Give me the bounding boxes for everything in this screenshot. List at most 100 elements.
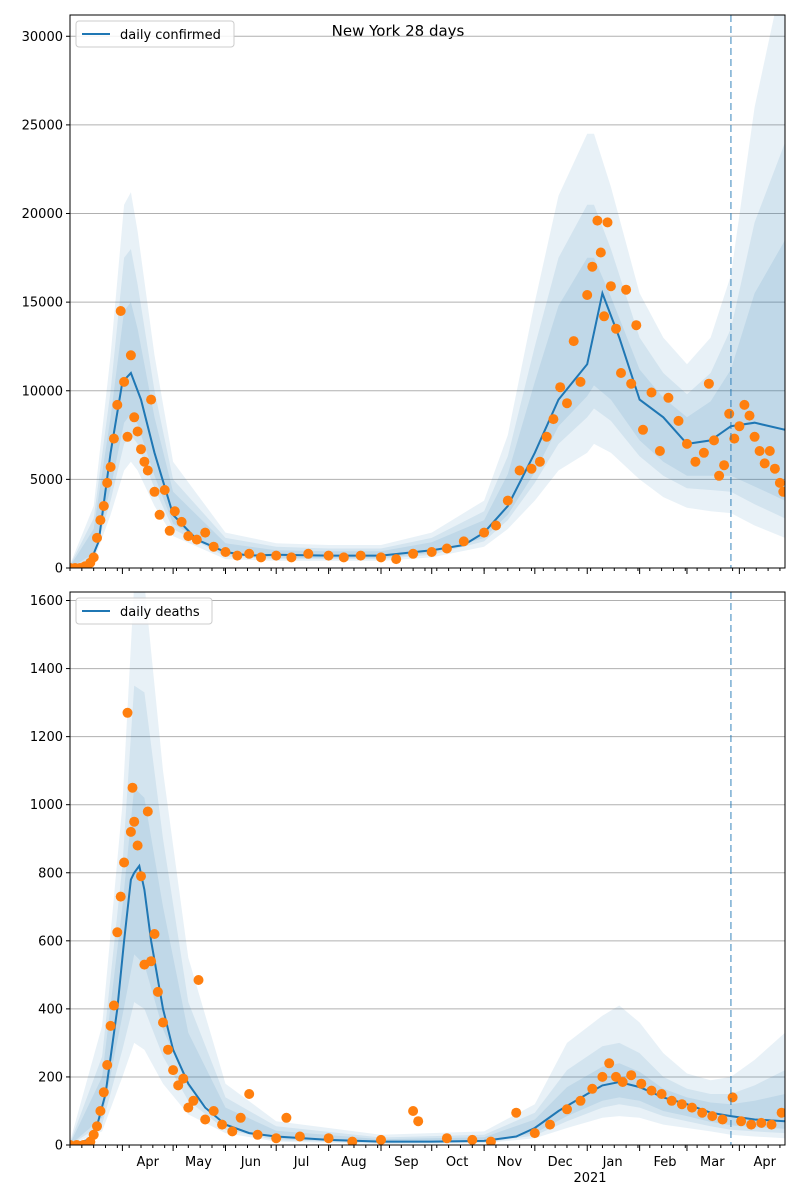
data-point [485,1136,496,1145]
figure-title: New York 28 days [332,22,465,40]
data-point [698,447,709,458]
data-point [208,541,219,552]
data-point [173,1080,184,1091]
data-point [441,543,452,554]
data-point [191,534,202,545]
data-point [200,1114,211,1125]
data-point [529,1128,540,1139]
data-point [605,281,616,292]
data-point [744,410,755,421]
data-point [587,1083,598,1094]
y-tick-label: 0 [55,1139,63,1154]
data-point [142,465,153,476]
data-point [408,548,419,559]
data-point [638,424,648,435]
data-point [727,1092,738,1103]
data-point [703,378,714,389]
data-point [88,552,99,563]
data-point [376,1134,386,1145]
data-point [413,1116,424,1127]
data-point [102,1060,113,1070]
data-point [595,247,606,258]
x-tick-label: Sep [394,1155,419,1170]
deaths-panel: 0 200 400 600 800 1000 1200 1400 1600 Apr May Jun Ju… [30,591,786,1170]
data-point [244,1089,255,1099]
data-point [754,446,765,456]
data-point [355,550,366,561]
data-point [115,891,126,902]
data-point [541,431,552,442]
data-point [122,707,133,718]
data-point [129,412,140,423]
data-point [626,1070,637,1081]
y-tick-label: 15000 [22,296,63,311]
data-point [458,536,469,547]
data-point [286,552,297,563]
legend: daily confirmed [75,20,235,48]
data-point [511,1107,522,1118]
data-point [105,1020,116,1031]
plot-area [70,592,785,1145]
data-point [108,1000,119,1011]
data-point [271,1133,282,1144]
y-tick-label: 0 [55,562,63,577]
data-point [545,1119,555,1130]
data-point [756,1117,767,1128]
y-tick-label: 400 [38,1002,63,1017]
data-point [338,552,349,563]
data-point [604,1058,615,1069]
data-point [587,261,598,272]
x-tick-label: Jan [602,1155,623,1170]
year-label: 2021 [573,1171,606,1186]
data-point [663,392,674,403]
data-point [183,1102,194,1113]
data-point [132,840,143,851]
x-tick-label: Jun [240,1155,261,1170]
data-point [98,501,109,511]
data-point [92,532,102,543]
y-tick-label: 1400 [30,662,63,677]
data-point [256,552,266,563]
data-point [690,456,701,467]
data-point [220,547,231,557]
x-tick-label: Apr [137,1155,160,1170]
data-point [232,550,243,561]
data-point [636,1078,647,1089]
data-point [227,1126,238,1137]
data-point [617,1077,628,1087]
y-tick-label: 200 [38,1070,63,1085]
data-point [176,516,187,527]
data-point [676,1099,687,1110]
data-point [626,378,637,389]
data-point [759,458,770,469]
data-point [697,1107,708,1118]
data-point [146,394,157,405]
data-point [778,486,785,497]
data-point [169,506,180,517]
y-tick-label: 30000 [22,30,63,45]
data-point [602,217,613,228]
data-point [139,456,150,467]
y-tick-label: 800 [38,866,63,881]
data-point [766,1119,777,1130]
data-point [682,438,692,449]
x-tick-label: Apr [753,1155,776,1170]
x-tick-label: Dec [548,1155,573,1170]
data-point [776,1107,785,1118]
data-point [717,1114,728,1125]
data-point [98,1087,109,1098]
x-tick-label: Jul [293,1155,310,1170]
data-point [621,284,632,295]
data-point [112,927,123,938]
data-point [724,408,735,419]
uncertainty-band-0 [70,592,785,1145]
data-point [739,399,750,410]
uncertainty-band-2 [70,240,785,568]
data-point [769,463,780,474]
uncertainty-band-1 [70,685,785,1145]
data-point [347,1136,358,1145]
data-point [599,311,610,322]
data-point [526,463,537,474]
data-point [136,444,146,455]
legend: daily deaths [75,597,213,625]
